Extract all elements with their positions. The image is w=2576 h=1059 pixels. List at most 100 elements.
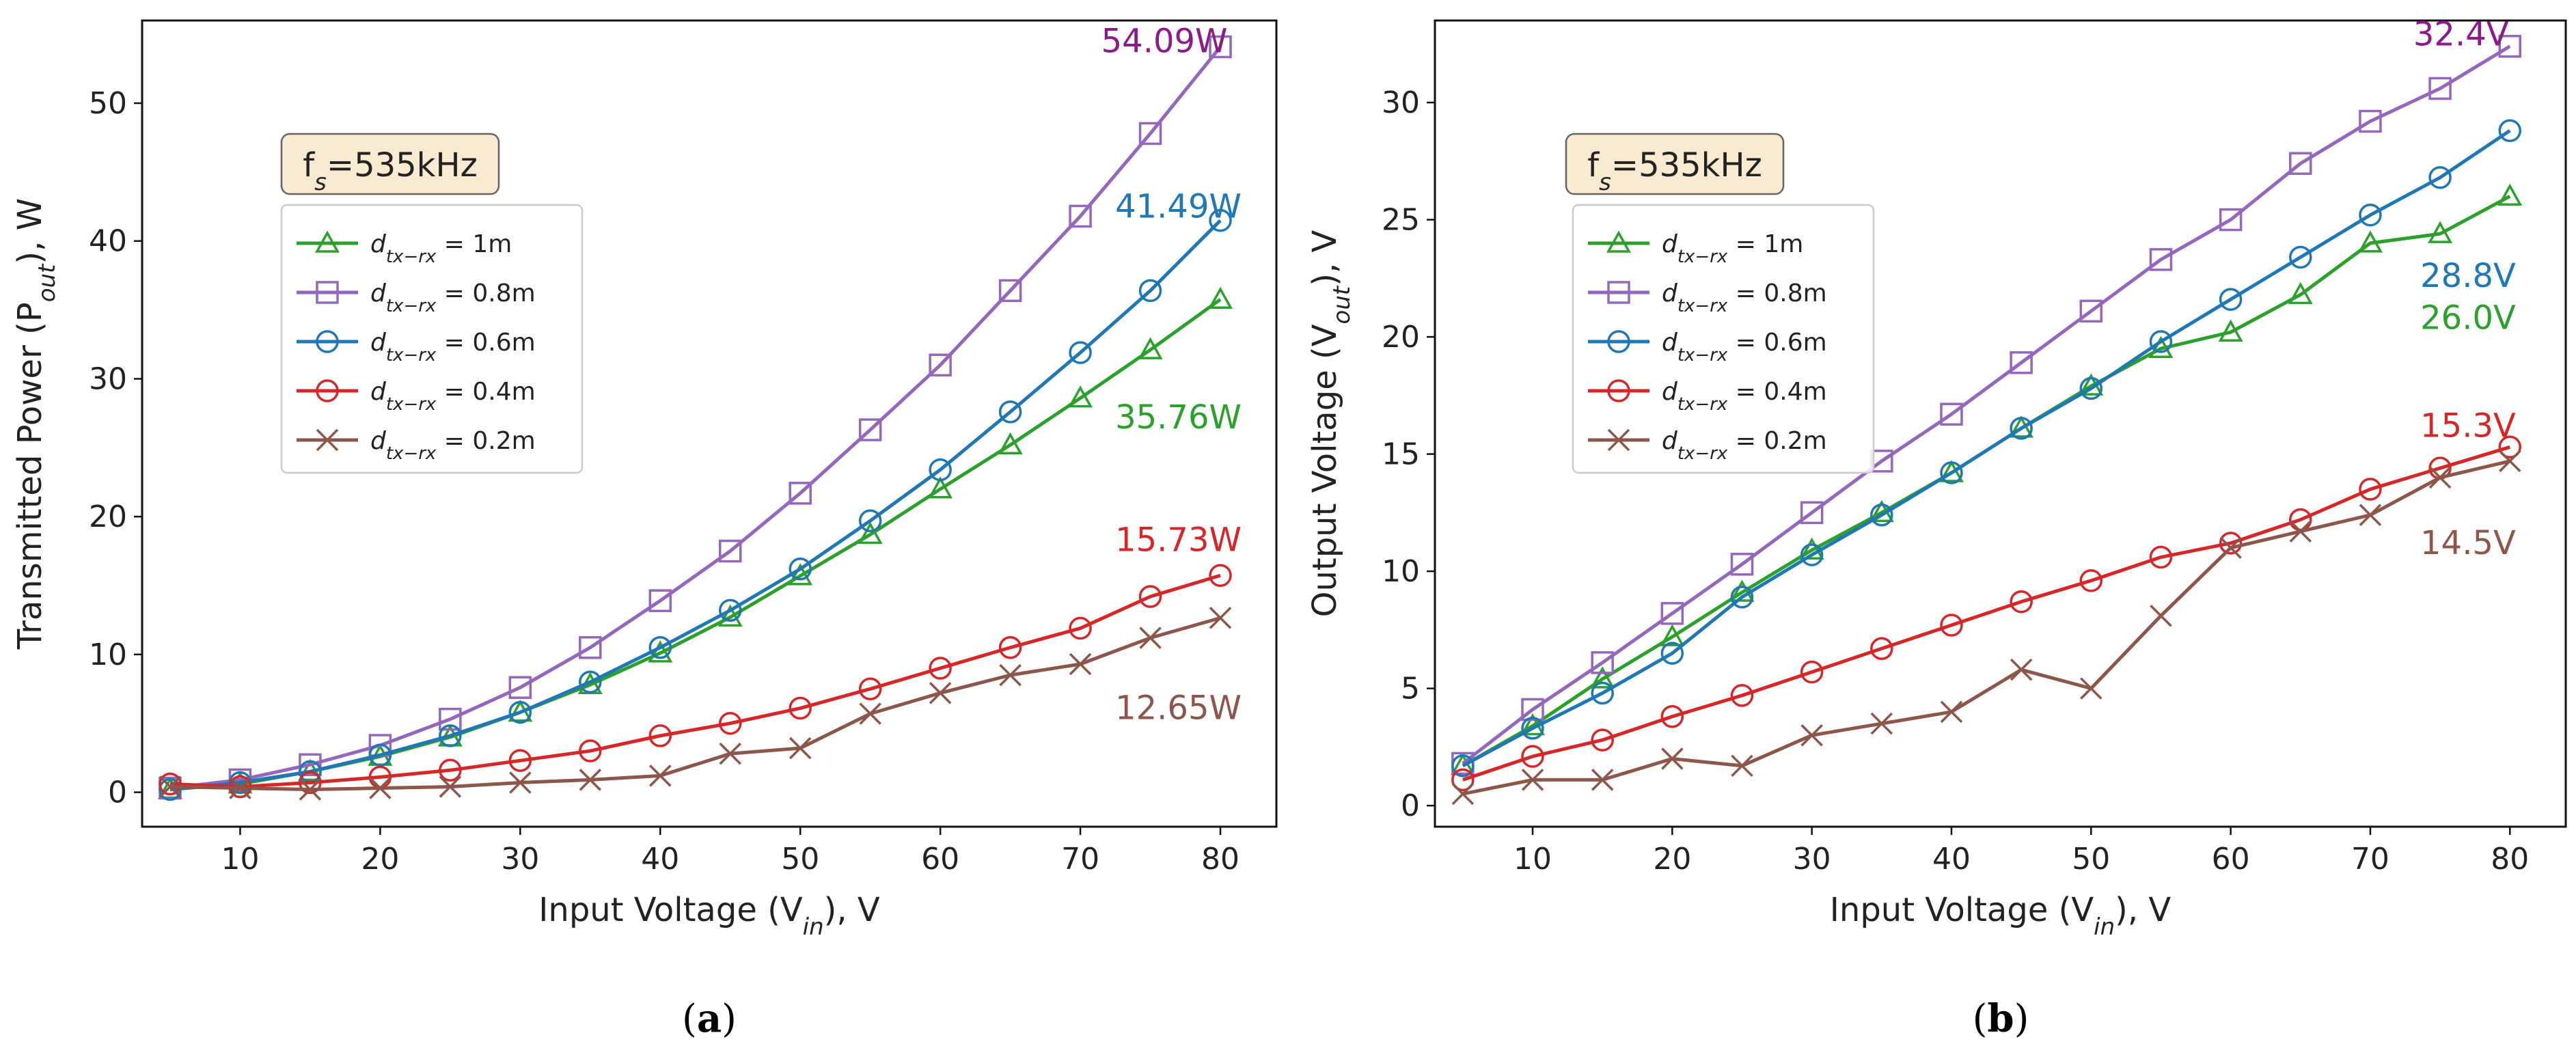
x-tick-label: 70: [2351, 842, 2389, 877]
legend-label: dtx−rx = 0.6m: [1662, 329, 1827, 366]
value-annotation: 41.49W: [1115, 187, 1242, 225]
data-point: [1069, 616, 1092, 640]
frequency-box: [280, 133, 500, 195]
x-tick-label: 60: [2212, 842, 2250, 877]
data-point: [648, 724, 672, 747]
data-point: [439, 775, 462, 798]
data-point: [1730, 553, 1754, 576]
data-point: [929, 353, 952, 377]
data-point: [1940, 402, 1963, 426]
x-tick-label: 70: [1061, 842, 1099, 877]
y-tick-label: 30: [89, 361, 127, 396]
chart-panel-a: 10 20 30 40 50 60 70 80 0 10 20 30 40 50 Input Voltage…: [11, 19, 1278, 1041]
x-axis-label: Input Voltage (Vin), V: [1830, 891, 2171, 941]
value-annotation: 15.3V: [2420, 407, 2516, 445]
legend: dtx−rx = 1m dtx−rx = 0.8m dtx−rx = 0.6m dtx…: [1572, 204, 1875, 474]
y-tick-label: 25: [1382, 203, 1420, 238]
x-tick-label: 60: [921, 842, 959, 877]
data-point: [1730, 586, 1754, 609]
data-point: [1800, 543, 1824, 566]
data-point: [998, 400, 1022, 424]
data-point: [1451, 754, 1475, 778]
data-point: [2010, 351, 2033, 374]
series-0.4m: [1451, 435, 2522, 792]
x-tick-label: 80: [2491, 842, 2529, 877]
data-point: [1138, 337, 1163, 359]
series-line: [169, 616, 1221, 792]
data-point: [648, 640, 673, 663]
data-point: [929, 682, 952, 704]
legend-marker: [1607, 428, 1630, 452]
data-point: [2219, 532, 2243, 555]
x-tick-label: 30: [501, 842, 539, 877]
data-point: [1591, 681, 1614, 705]
x-tick-label: 10: [1513, 842, 1552, 877]
data-point: [1661, 747, 1684, 770]
y-tick-label: 40: [89, 224, 127, 259]
plot-frame: [1434, 19, 2567, 828]
data-point: [858, 509, 882, 532]
data-point: [2497, 183, 2523, 206]
series-0.2m: [159, 607, 1232, 801]
data-point: [2359, 478, 2382, 501]
value-annotation: 28.8V: [2420, 257, 2516, 295]
legend-item: dtx−rx = 0.2m: [1588, 427, 1827, 464]
data-point: [439, 724, 462, 747]
value-annotation: 54.09W: [1101, 22, 1228, 60]
series-0.8m: [159, 35, 1232, 800]
x-tick-label: 40: [641, 842, 679, 877]
y-axis-label: Output Voltage (Vout), V: [1306, 230, 1356, 618]
data-point: [1729, 579, 1755, 602]
y-tick-label: 0: [1401, 788, 1420, 823]
x-tick-label: 40: [1932, 842, 1971, 877]
legend-label: dtx−rx = 0.4m: [1662, 378, 1827, 415]
data-point: [1451, 782, 1475, 806]
series-0.6m: [159, 208, 1232, 801]
legend-item: dtx−rx = 0.4m: [297, 378, 536, 415]
data-point: [2149, 545, 2173, 569]
data-point: [2428, 166, 2452, 189]
frequency-label: fs=535kHz: [303, 146, 478, 196]
x-tick-label: 50: [781, 842, 819, 877]
series-line: [1462, 445, 2510, 782]
series-line: [1462, 44, 2511, 765]
legend-item: dtx−rx = 0.4m: [1588, 378, 1827, 415]
data-point: [1591, 651, 1614, 674]
series-line: [1462, 129, 2511, 768]
data-point: [929, 458, 952, 482]
data-point: [1068, 385, 1093, 408]
data-point: [1209, 35, 1232, 59]
y-tick-label: 5: [1401, 672, 1420, 706]
data-point: [1138, 585, 1162, 608]
data-point: [788, 563, 813, 586]
legend-item: dtx−rx = 0.6m: [297, 329, 536, 366]
data-point: [1521, 698, 1544, 721]
data-point: [1660, 624, 1685, 646]
data-point: [2079, 376, 2103, 400]
series-0.2m: [1451, 450, 2521, 806]
data-point: [1521, 717, 1544, 740]
legend-frame: [280, 204, 584, 474]
data-point: [648, 636, 672, 659]
x-tick-label: 80: [1201, 842, 1239, 877]
data-point: [439, 707, 462, 731]
series-0.4m: [159, 564, 1232, 799]
legend-label: dtx−rx = 1m: [1662, 230, 1803, 267]
data-point: [1870, 637, 1893, 661]
data-point: [1451, 768, 1475, 792]
data-point: [1591, 769, 1614, 791]
data-point: [1209, 208, 1232, 232]
legend-label: dtx−rx = 0.2m: [370, 427, 536, 464]
data-point: [1799, 537, 1824, 560]
data-point: [579, 769, 602, 791]
data-point: [999, 663, 1022, 687]
data-point: [1730, 684, 1754, 707]
data-point: [2498, 34, 2522, 58]
plot-frame: [141, 19, 1278, 828]
legend-label: dtx−rx = 1m: [370, 230, 512, 267]
data-point: [1209, 607, 1232, 629]
data-point: [858, 521, 883, 545]
value-annotation: 15.73W: [1115, 521, 1242, 559]
data-point: [858, 677, 882, 701]
